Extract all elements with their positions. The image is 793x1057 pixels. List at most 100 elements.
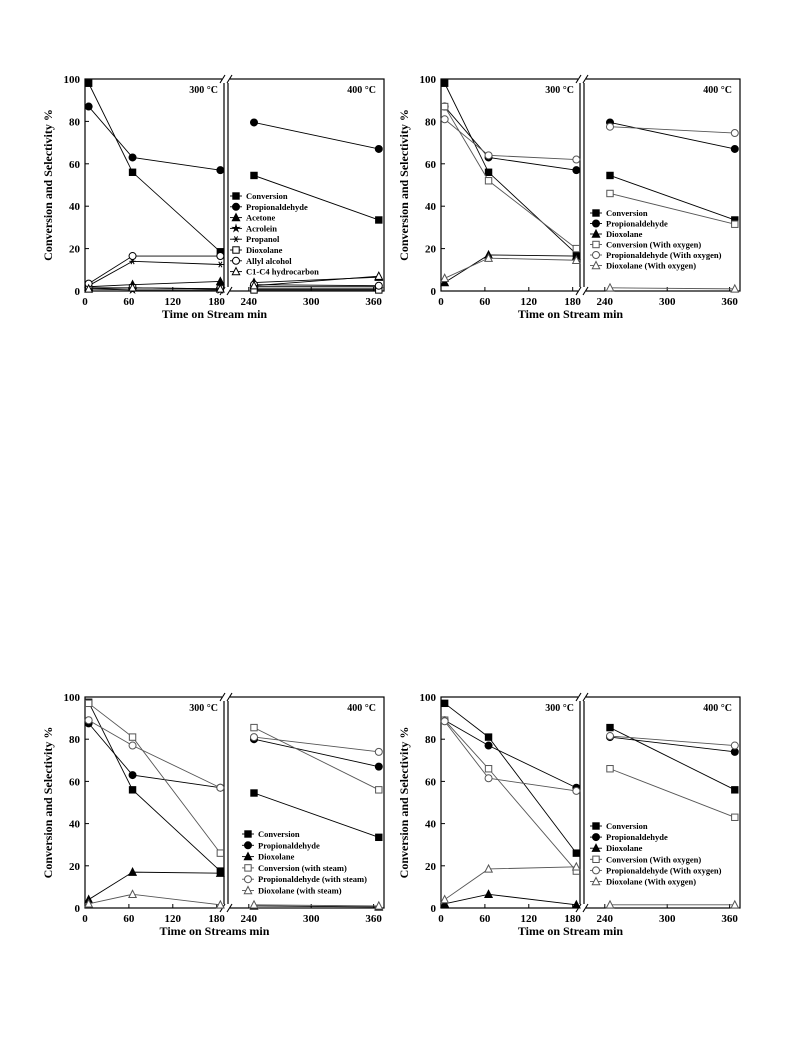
- y-axis-label: Conversion and Selectivity %: [41, 109, 55, 261]
- x-axis-label: Time on Stream min: [162, 307, 268, 321]
- data-point: [84, 716, 93, 725]
- y-axis-label: Conversion and Selectivity %: [397, 727, 411, 879]
- series-line-right: [253, 175, 379, 221]
- legend-item: Conversion (With oxygen): [590, 854, 701, 864]
- legend-item: Propanol: [230, 234, 280, 244]
- legend-item: Dioxolane (With oxygen): [590, 260, 696, 271]
- data-point: [571, 255, 581, 264]
- data-point: [250, 733, 258, 742]
- data-point: [128, 282, 138, 292]
- legend-marker: [591, 228, 601, 238]
- data-point: [730, 129, 739, 138]
- series-line-right: [253, 122, 379, 150]
- legend-item: Dioxolane (with steam): [242, 885, 342, 896]
- legend-label: Conversion: [606, 821, 648, 831]
- legend-marker: [592, 833, 600, 842]
- series-2: [440, 889, 581, 909]
- legend-marker: [244, 875, 252, 884]
- axis-break-gap: [578, 75, 586, 83]
- series-5: [440, 861, 740, 909]
- y-axis-label: Conversion and Selectivity %: [397, 109, 411, 261]
- legend-label: Propionaldehyde: [258, 840, 320, 850]
- series-4: [440, 717, 739, 795]
- x-tick-label: 120: [165, 913, 182, 925]
- legend-marker: [592, 240, 600, 249]
- data-point: [440, 277, 450, 287]
- data-point: [128, 733, 137, 741]
- data-point: [484, 889, 494, 898]
- y-tick-label: 80: [69, 116, 81, 128]
- plot-frame-left: [440, 78, 581, 292]
- data-point: [484, 741, 493, 750]
- data-point: [375, 786, 383, 794]
- axis-break-gap: [222, 904, 230, 912]
- data-point: [374, 144, 383, 153]
- axis-break-gap: [578, 287, 586, 295]
- data-point: [484, 253, 494, 262]
- x-tick-label: 360: [365, 913, 382, 925]
- data-point: [440, 898, 450, 908]
- data-point: [84, 102, 93, 111]
- x-tick-label: 0: [438, 296, 444, 308]
- data-point: [249, 280, 259, 290]
- data-point: [572, 786, 581, 795]
- legend: ConversionPropionaldehydeDioxolaneConver…: [590, 208, 722, 271]
- x-tick-label: 180: [208, 913, 225, 925]
- data-point: [606, 171, 614, 180]
- legend-marker: [232, 202, 240, 211]
- data-point: [484, 765, 493, 773]
- axis-break-gap: [578, 904, 586, 912]
- y-tick-label: 60: [425, 159, 437, 171]
- x-axis-label: Time on Streams min: [160, 924, 270, 938]
- temperature-label-left: 300 °C: [189, 85, 218, 96]
- legend-label: Conversion (with steam): [258, 863, 347, 873]
- legend-marker: [591, 260, 601, 270]
- x-tick-label: 60: [123, 913, 135, 925]
- plot-frame-left: [440, 696, 581, 909]
- y-tick-label: 20: [425, 244, 437, 256]
- legend: ConversionPropionaldehydeDioxolaneConver…: [590, 821, 722, 887]
- legend-marker: [231, 212, 241, 222]
- data-point: [374, 271, 384, 280]
- legend: ConversionPropionaldehydeAcetoneAcrolein…: [230, 191, 319, 277]
- data-point: [216, 783, 225, 792]
- legend-marker: [591, 876, 601, 886]
- legend-label: Conversion (With oxygen): [606, 240, 701, 250]
- legend-item: Dioxolane (With oxygen): [590, 876, 696, 887]
- data-point: [440, 273, 450, 282]
- x-tick-label: 60: [479, 296, 491, 308]
- data-point: [375, 216, 383, 224]
- legend-marker: [591, 843, 601, 852]
- data-point: [730, 283, 740, 293]
- x-tick-label: 60: [123, 296, 135, 308]
- x-tick-label: 180: [208, 296, 225, 308]
- legend-label: Dioxolane: [258, 852, 295, 862]
- data-point: [606, 765, 614, 773]
- axis-break-gap: [578, 693, 586, 701]
- data-point: [606, 723, 614, 732]
- legend-label: C1-C4 hydrocarbon: [246, 267, 319, 277]
- y-tick-label: 40: [425, 819, 437, 831]
- legend-item: Acetone: [230, 212, 275, 223]
- data-point: [250, 723, 258, 732]
- series-line-right: [609, 193, 735, 225]
- data-point: [730, 899, 740, 909]
- legend-label: Acetone: [246, 213, 275, 223]
- legend-item: Acrolein: [230, 223, 277, 233]
- series-line-right: [253, 736, 379, 753]
- series-line-right: [253, 904, 379, 907]
- legend-marker: [592, 219, 600, 228]
- series-5: [84, 889, 384, 910]
- x-tick-label: 60: [479, 913, 491, 925]
- legend-item: Propionaldehyde (with steam): [242, 874, 367, 884]
- legend-item: Dioxolane: [230, 245, 283, 255]
- plot-frame-right: [227, 78, 385, 292]
- series-line-right: [609, 727, 736, 791]
- legend-marker: [232, 246, 240, 254]
- data-point: [374, 762, 383, 771]
- data-point: [731, 220, 739, 228]
- asterisk-stroke: [233, 236, 239, 243]
- plot-frame-left: [84, 696, 225, 909]
